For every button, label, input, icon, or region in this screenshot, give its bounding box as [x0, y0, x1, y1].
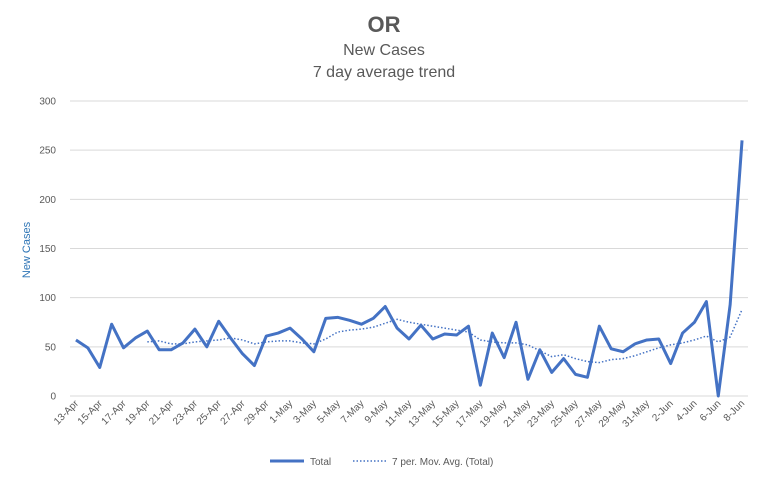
series-line-moving-average: [147, 309, 743, 364]
y-axis-label: New Cases: [21, 221, 33, 278]
x-tick-label: 23-Apr: [171, 398, 200, 427]
x-tick-label: 15-Apr: [76, 398, 105, 427]
x-tick-label: 13-Apr: [52, 398, 81, 427]
series-line-total: [75, 140, 744, 398]
y-tick-label: 0: [50, 392, 56, 403]
x-tick-label: 8-Jun: [722, 398, 747, 423]
x-tick-label: 17-Apr: [100, 398, 129, 427]
y-tick-label: 300: [39, 97, 56, 108]
x-tick-label: 2-Jun: [650, 398, 675, 423]
x-tick-label: 4-Jun: [674, 398, 699, 423]
x-tick-label: 6-Jun: [698, 398, 723, 423]
legend: Total 7 per. Mov. Avg. (Total): [270, 457, 493, 468]
x-tick-label: 3-May: [292, 398, 319, 425]
y-tick-label: 200: [39, 195, 56, 206]
x-tick-label: 27-Apr: [219, 398, 248, 427]
x-tick-label: 21-Apr: [147, 398, 176, 427]
legend-label-total: Total: [310, 457, 331, 468]
y-axis-ticks: 0 50 100 150 200 250 300: [39, 97, 56, 403]
x-tick-label: 29-Apr: [242, 398, 271, 427]
y-tick-label: 250: [39, 146, 56, 157]
chart-title: OR: [367, 12, 401, 37]
gridlines: [70, 100, 748, 397]
legend-label-moving-average: 7 per. Mov. Avg. (Total): [392, 457, 493, 468]
chart-subtitle-1: New Cases: [343, 42, 425, 59]
x-axis-ticks: 13-Apr15-Apr17-Apr19-Apr21-Apr23-Apr25-A…: [52, 398, 747, 430]
x-tick-label: 19-Apr: [123, 398, 152, 427]
series-lines: [75, 140, 744, 398]
x-tick-label: 25-Apr: [195, 398, 224, 427]
chart-subtitle-2: 7 day average trend: [312, 64, 456, 81]
x-tick-label: 31-May: [621, 398, 652, 429]
y-tick-label: 150: [39, 244, 56, 255]
x-tick-label: 5-May: [315, 398, 342, 425]
x-tick-label: 7-May: [339, 398, 366, 425]
x-tick-label: 1-May: [268, 398, 295, 425]
y-tick-label: 50: [45, 342, 57, 353]
y-tick-label: 100: [39, 293, 56, 304]
